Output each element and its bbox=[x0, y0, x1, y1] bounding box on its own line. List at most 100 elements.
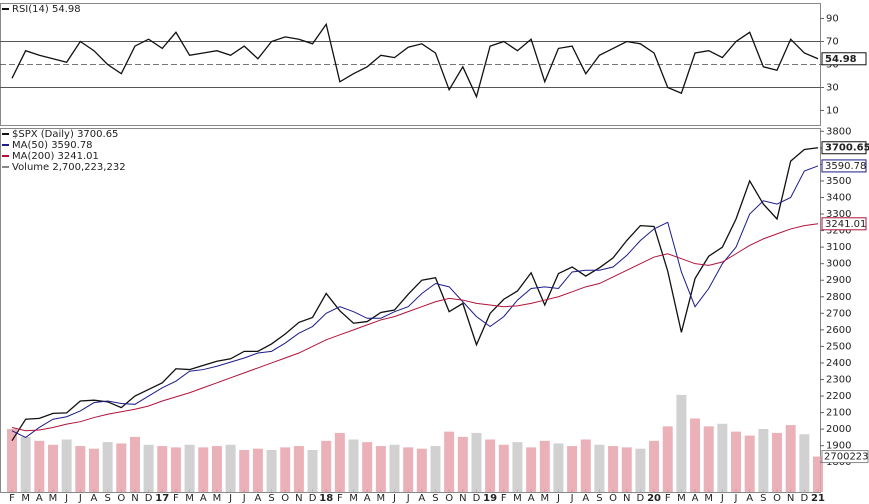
x-tick-label: S bbox=[104, 493, 110, 504]
y-tick-label: 3100 bbox=[826, 242, 851, 253]
legend-value: 3590.78 bbox=[51, 140, 92, 151]
x-tick-label: O bbox=[609, 493, 617, 504]
volume-bar bbox=[758, 429, 769, 492]
last-value-box bbox=[821, 52, 867, 66]
x-tick-label: J bbox=[228, 493, 232, 504]
x-tick-label: S bbox=[596, 493, 602, 504]
volume-bar bbox=[471, 432, 482, 492]
legend-name: MA(200) bbox=[12, 151, 54, 162]
volume-bar bbox=[662, 426, 673, 492]
volume-axis-label: 2700223 bbox=[824, 452, 869, 463]
x-tick-label: F bbox=[665, 493, 671, 504]
legend-name: MA(50) bbox=[12, 140, 48, 151]
volume-bar bbox=[457, 436, 468, 492]
x-tick-label: O bbox=[117, 493, 125, 504]
x-tick-label: N bbox=[623, 493, 630, 504]
price-panel bbox=[0, 128, 821, 493]
volume-bar bbox=[157, 446, 168, 492]
x-tick-label: D bbox=[800, 493, 808, 504]
volume-bar bbox=[321, 440, 332, 492]
x-tick-label: 20 bbox=[647, 493, 661, 504]
volume-bar bbox=[34, 440, 45, 492]
y-tick-label: 2200 bbox=[826, 391, 851, 402]
series-line bbox=[11, 147, 819, 442]
legend-swatch bbox=[2, 155, 9, 157]
x-tick-label: J bbox=[392, 493, 396, 504]
x-tick-label: N bbox=[295, 493, 302, 504]
y-tick-label: 2300 bbox=[826, 374, 851, 385]
x-tick-label: D bbox=[145, 493, 153, 504]
x-tick-label: F bbox=[337, 493, 343, 504]
x-tick-label: A bbox=[36, 493, 43, 504]
last-value-label: 3700.65 bbox=[825, 143, 869, 154]
volume-bar bbox=[47, 444, 58, 492]
x-tick-label: M bbox=[704, 493, 713, 504]
x-tick-label: M bbox=[377, 493, 386, 504]
legend-swatch bbox=[2, 8, 9, 10]
x-tick-label: F bbox=[9, 493, 15, 504]
volume-bar bbox=[102, 442, 113, 492]
x-tick-label: D bbox=[637, 493, 645, 504]
volume-bar bbox=[608, 446, 619, 492]
last-value-box bbox=[821, 450, 869, 464]
x-tick-label: M bbox=[513, 493, 522, 504]
volume-bar bbox=[512, 442, 523, 492]
x-tick-label: O bbox=[773, 493, 781, 504]
x-tick-label: M bbox=[213, 493, 222, 504]
legend-swatch bbox=[2, 166, 9, 168]
x-tick-label: S bbox=[760, 493, 766, 504]
volume-bar bbox=[129, 436, 140, 492]
volume-bar bbox=[198, 447, 209, 492]
last-value-box bbox=[821, 159, 867, 173]
volume-bar bbox=[334, 432, 345, 492]
x-tick-label: J bbox=[406, 493, 410, 504]
volume-bar bbox=[813, 456, 823, 492]
x-tick-label: J bbox=[720, 493, 724, 504]
volume-bar bbox=[307, 450, 318, 492]
volume-bar bbox=[143, 444, 154, 492]
volume-bar bbox=[280, 447, 291, 492]
x-tick-label: O bbox=[281, 493, 289, 504]
volume-bar bbox=[116, 443, 127, 492]
y-tick-label: 1900 bbox=[826, 441, 851, 452]
volume-bar bbox=[293, 446, 304, 492]
y-tick-label: 2100 bbox=[826, 408, 851, 419]
last-value-box bbox=[821, 217, 867, 231]
x-tick-label: M bbox=[185, 493, 194, 504]
y-tick-label: 90 bbox=[826, 14, 839, 25]
volume-bar bbox=[403, 447, 414, 492]
x-tick-label: J bbox=[570, 493, 574, 504]
y-tick-label: 3000 bbox=[826, 259, 851, 270]
x-tick-label: F bbox=[173, 493, 179, 504]
x-tick-label: J bbox=[242, 493, 246, 504]
volume-bar bbox=[594, 444, 605, 492]
volume-bar bbox=[61, 439, 72, 492]
y-tick-label: 10 bbox=[826, 106, 839, 117]
y-tick-label: 2700 bbox=[826, 308, 851, 319]
volume-bar bbox=[389, 444, 400, 492]
x-tick-label: D bbox=[309, 493, 317, 504]
x-tick-label: N bbox=[131, 493, 138, 504]
x-tick-label: J bbox=[64, 493, 68, 504]
volume-bar bbox=[717, 423, 728, 492]
x-tick-label: F bbox=[501, 493, 507, 504]
volume-bar bbox=[211, 446, 222, 492]
y-tick-label: 2000 bbox=[826, 424, 851, 435]
legend-swatch bbox=[2, 133, 9, 135]
volume-bar bbox=[88, 448, 99, 492]
volume-bar bbox=[690, 418, 701, 492]
legend-entry: $SPX (Daily) 3700.65 bbox=[12, 129, 118, 140]
y-tick-label: 3300 bbox=[826, 209, 851, 220]
x-tick-label: M bbox=[21, 493, 30, 504]
volume-bar bbox=[75, 446, 86, 492]
volume-bar bbox=[348, 439, 359, 492]
volume-bar bbox=[799, 434, 810, 492]
x-tick-label: A bbox=[528, 493, 535, 504]
legend-entry: Volume 2,700,223,232 bbox=[12, 162, 126, 173]
legend-swatch bbox=[2, 144, 9, 146]
legend-entry: MA(50) 3590.78 bbox=[12, 140, 93, 151]
volume-bar bbox=[20, 436, 31, 492]
volume-bar bbox=[731, 431, 742, 492]
last-value-label: 3590.78 bbox=[825, 161, 866, 172]
x-tick-label: A bbox=[364, 493, 371, 504]
